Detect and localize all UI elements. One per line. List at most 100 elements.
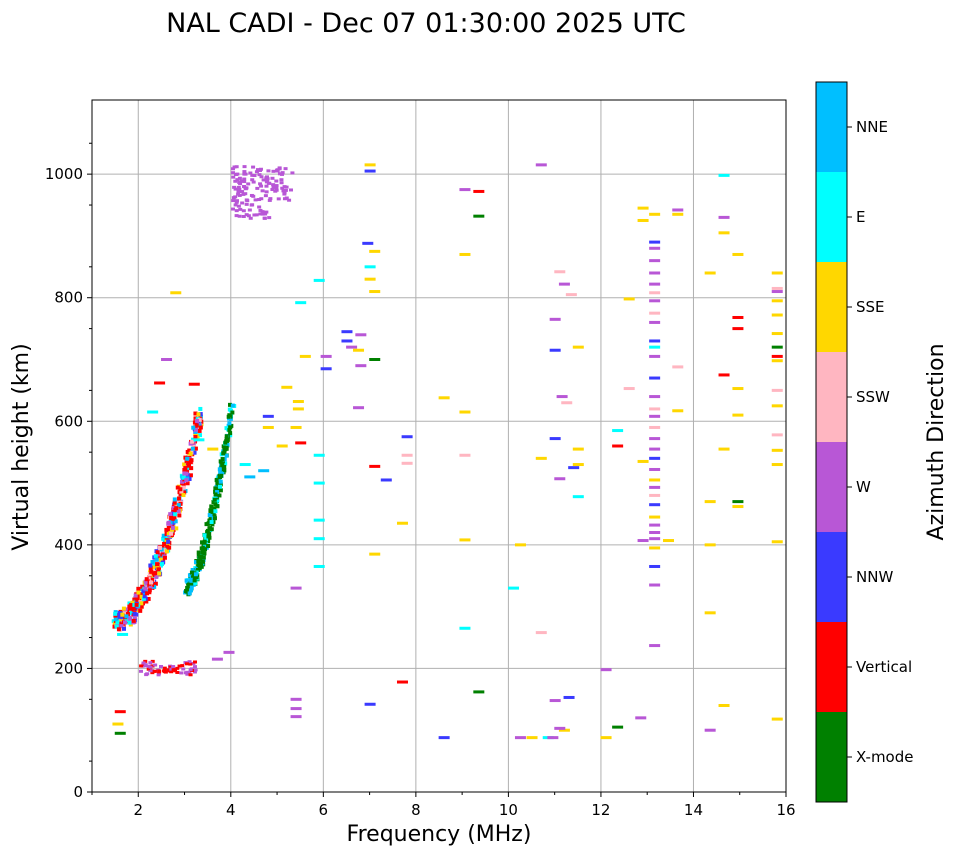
cluster-point — [236, 192, 241, 196]
scatter-point — [649, 456, 661, 460]
trace-point — [178, 487, 183, 492]
scatter-point — [239, 463, 251, 467]
cluster-point — [274, 184, 279, 188]
xmode-point — [221, 451, 226, 456]
cluster-point — [271, 185, 276, 189]
scatter-point — [353, 348, 365, 352]
cluster-point — [270, 188, 275, 192]
trace-point — [169, 531, 174, 536]
trace-point — [111, 619, 116, 624]
cluster-point — [248, 171, 253, 175]
e-layer-point — [162, 666, 167, 670]
cluster-point — [240, 201, 245, 205]
trace-point — [197, 417, 202, 422]
cluster-point — [246, 182, 251, 186]
cluster-point — [277, 172, 282, 176]
scatter-point — [117, 632, 129, 636]
trace-point — [181, 475, 186, 480]
cluster-point — [233, 187, 238, 191]
trace-point — [192, 420, 197, 425]
scatter-point — [704, 271, 716, 275]
e-layer-point — [162, 670, 167, 674]
xmode-point — [214, 478, 219, 483]
scatter-point — [718, 447, 730, 451]
scatter-point — [718, 704, 730, 707]
scatter-point — [771, 345, 783, 349]
cluster-point — [242, 172, 247, 176]
colorbar-label: Azimuth Direction — [924, 343, 949, 540]
scatter-point — [637, 206, 649, 210]
xmode-point — [210, 522, 215, 527]
scatter-point — [732, 505, 744, 509]
xmode-point — [217, 467, 222, 472]
scatter-point — [262, 425, 274, 429]
scatter-point — [459, 188, 471, 192]
y-tick-label: 600 — [54, 412, 83, 430]
xmode-point — [230, 410, 235, 415]
scatter-point — [341, 339, 353, 343]
scatter-point — [369, 249, 381, 253]
scatter-point — [295, 441, 307, 445]
scatter-point — [556, 395, 568, 399]
scatter-point — [732, 500, 744, 504]
e-layer-point — [171, 665, 176, 669]
trace-point — [167, 528, 172, 533]
scatter-point — [612, 444, 624, 448]
scatter-point — [704, 543, 716, 547]
cluster-point — [241, 215, 246, 219]
trace-point — [155, 552, 160, 557]
scatter-point — [718, 173, 730, 177]
cluster-point — [240, 190, 245, 194]
trace-point — [186, 463, 191, 468]
scatter-point — [341, 330, 353, 334]
trace-point — [166, 531, 171, 536]
scatter-point — [565, 293, 577, 297]
e-layer-point — [180, 664, 185, 668]
trace-point — [170, 511, 175, 516]
scatter-point — [364, 702, 376, 706]
x-tick-label: 4 — [226, 801, 236, 819]
trace-point — [127, 606, 132, 611]
trace-point — [143, 586, 148, 591]
scatter-point — [672, 212, 684, 216]
e-layer-point — [192, 670, 197, 674]
cluster-point — [236, 204, 241, 208]
xmode-point — [212, 506, 217, 511]
cluster-point — [231, 175, 236, 179]
scatter-point — [649, 282, 661, 286]
trace-point — [181, 483, 186, 488]
scatter-point — [320, 354, 332, 358]
trace-point — [162, 555, 167, 560]
trace-point — [198, 433, 203, 438]
xmode-point — [210, 509, 215, 514]
scatter-point — [369, 552, 381, 556]
xmode-point — [193, 572, 198, 577]
scatter-point — [572, 495, 584, 499]
scatter-point — [600, 668, 612, 672]
scatter-point — [369, 358, 381, 361]
trace-point — [139, 601, 144, 606]
xmode-point — [225, 442, 230, 447]
scatter-point — [568, 466, 580, 470]
scatter-point — [637, 459, 649, 463]
trace-point — [155, 564, 160, 569]
scatter-point — [561, 401, 573, 405]
xmode-point — [227, 428, 232, 433]
scatter-point — [154, 381, 166, 385]
trace-point — [139, 604, 144, 609]
trace-point — [190, 437, 195, 442]
trace-point — [134, 596, 139, 601]
colorbar-tick-label: NNW — [856, 568, 893, 586]
cluster-point — [282, 190, 287, 194]
xmode-point — [208, 513, 213, 518]
scatter-point — [396, 680, 408, 684]
trace-point — [132, 602, 137, 607]
trace-point — [176, 509, 181, 514]
cluster-point — [257, 168, 262, 172]
trace-point — [164, 527, 169, 532]
trace-point — [149, 577, 154, 582]
scatter-point — [771, 286, 783, 290]
xmode-point — [211, 514, 216, 519]
scatter-point — [649, 531, 661, 534]
cluster-point — [241, 209, 246, 213]
